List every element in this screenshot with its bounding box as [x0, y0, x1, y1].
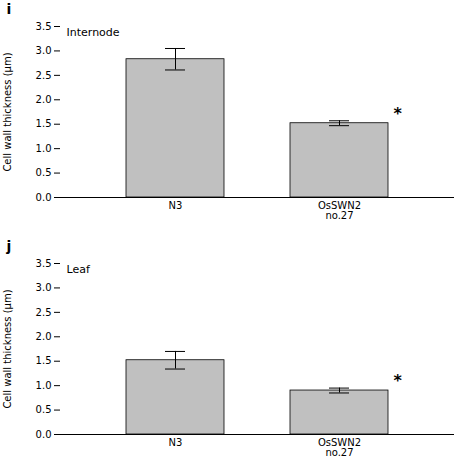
svg-text:1.5: 1.5: [36, 118, 52, 129]
svg-text:3.5: 3.5: [36, 258, 52, 269]
svg-text:OsSWN2no.27: OsSWN2no.27: [318, 200, 361, 221]
svg-text:0.0: 0.0: [36, 429, 52, 440]
svg-text:2.5: 2.5: [36, 307, 52, 318]
svg-text:3.0: 3.0: [36, 282, 52, 293]
svg-text:*: *: [394, 104, 403, 123]
svg-text:0.0: 0.0: [36, 192, 52, 203]
svg-text:1.0: 1.0: [36, 143, 52, 154]
svg-text:*: *: [394, 371, 403, 390]
svg-text:Leaf: Leaf: [67, 263, 91, 276]
svg-text:2.0: 2.0: [36, 94, 52, 105]
svg-text:0.5: 0.5: [36, 404, 52, 415]
svg-text:j: j: [6, 238, 12, 254]
svg-text:1.0: 1.0: [36, 380, 52, 391]
svg-text:1.5: 1.5: [36, 355, 52, 366]
svg-text:0.5: 0.5: [36, 167, 52, 178]
svg-text:Internode: Internode: [67, 26, 120, 39]
svg-text:Cell wall thickness (μm): Cell wall thickness (μm): [2, 52, 13, 171]
svg-text:3.5: 3.5: [36, 21, 52, 32]
svg-text:OsSWN2no.27: OsSWN2no.27: [318, 437, 361, 458]
svg-text:2.5: 2.5: [36, 70, 52, 81]
svg-text:N3: N3: [169, 437, 183, 448]
svg-text:i: i: [7, 1, 12, 17]
svg-text:3.0: 3.0: [36, 45, 52, 56]
svg-text:2.0: 2.0: [36, 331, 52, 342]
svg-text:N3: N3: [169, 200, 183, 211]
svg-text:Cell wall thickness (μm): Cell wall thickness (μm): [2, 289, 13, 408]
